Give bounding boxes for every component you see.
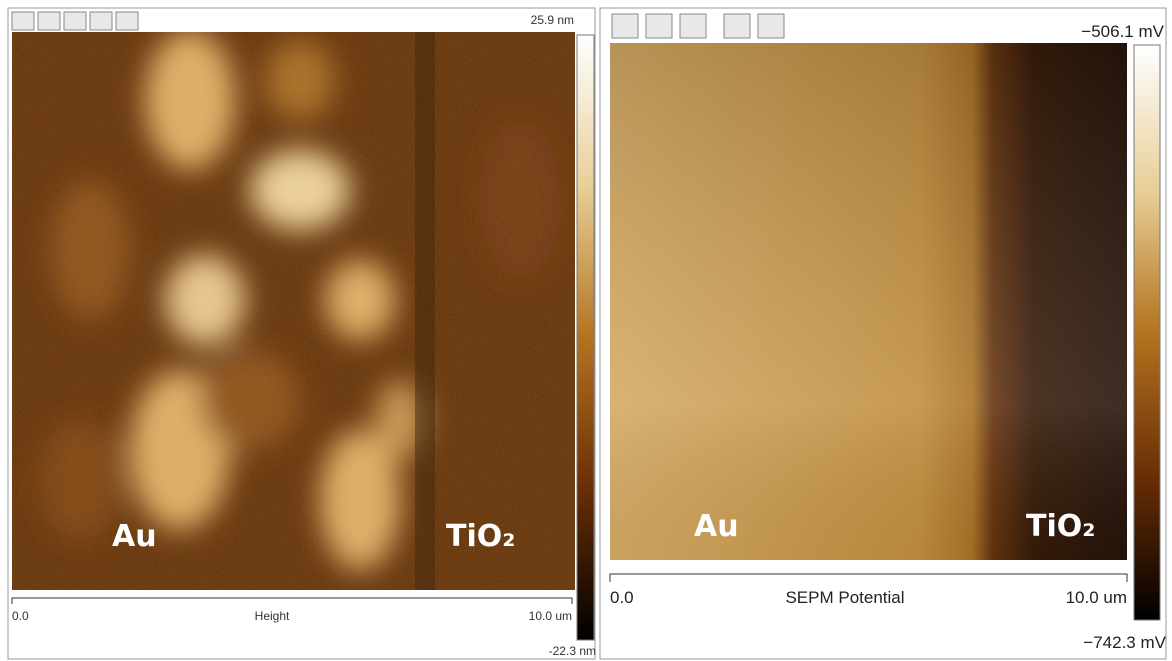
axis-label: Height	[255, 609, 290, 623]
scale-max: 25.9 nm	[531, 13, 574, 27]
overlay-label: Au	[694, 509, 739, 544]
axis-start: 0.0	[12, 609, 29, 623]
axis-label: SEPM Potential	[785, 588, 904, 607]
overlay-label: Au	[112, 519, 157, 554]
axis-end: 10.0 um	[529, 609, 572, 623]
overlay-label: TiO₂	[446, 519, 515, 554]
tool-button[interactable]	[612, 14, 638, 38]
tool-button[interactable]	[64, 12, 86, 30]
scale-max: −506.1 mV	[1081, 22, 1164, 41]
axis-start: 0.0	[610, 588, 634, 607]
color-scale	[1134, 45, 1160, 620]
tool-button[interactable]	[116, 12, 138, 30]
toolbar	[612, 14, 784, 38]
tool-button[interactable]	[680, 14, 706, 38]
scale-min: −742.3 mV	[1083, 633, 1166, 652]
scale-min: -22.3 nm	[549, 644, 596, 658]
tool-button[interactable]	[38, 12, 60, 30]
tool-button[interactable]	[724, 14, 750, 38]
tool-button[interactable]	[646, 14, 672, 38]
potential-image	[610, 43, 1127, 560]
screenshot: 25.9 nm -22.3 nm 0.0 Height 10.0 um Au T…	[0, 0, 1172, 661]
color-scale	[577, 35, 594, 640]
toolbar	[12, 12, 138, 30]
overlay-label: TiO₂	[1026, 509, 1095, 544]
tool-button[interactable]	[758, 14, 784, 38]
height-image	[12, 30, 575, 590]
tool-button[interactable]	[90, 12, 112, 30]
axis-end: 10.0 um	[1066, 588, 1127, 607]
tool-button[interactable]	[12, 12, 34, 30]
